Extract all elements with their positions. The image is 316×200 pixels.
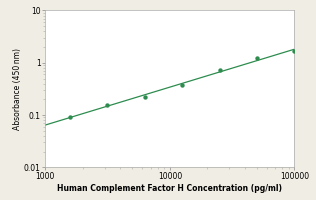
Point <box>217 69 222 72</box>
X-axis label: Human Complement Factor H Concentration (pg/ml): Human Complement Factor H Concentration … <box>58 184 283 193</box>
Point <box>179 84 185 87</box>
Point <box>142 95 147 98</box>
Point <box>67 116 72 119</box>
Point <box>292 50 297 53</box>
Point <box>105 104 110 107</box>
Y-axis label: Absorbance (450 nm): Absorbance (450 nm) <box>13 48 22 130</box>
Point <box>254 56 259 59</box>
